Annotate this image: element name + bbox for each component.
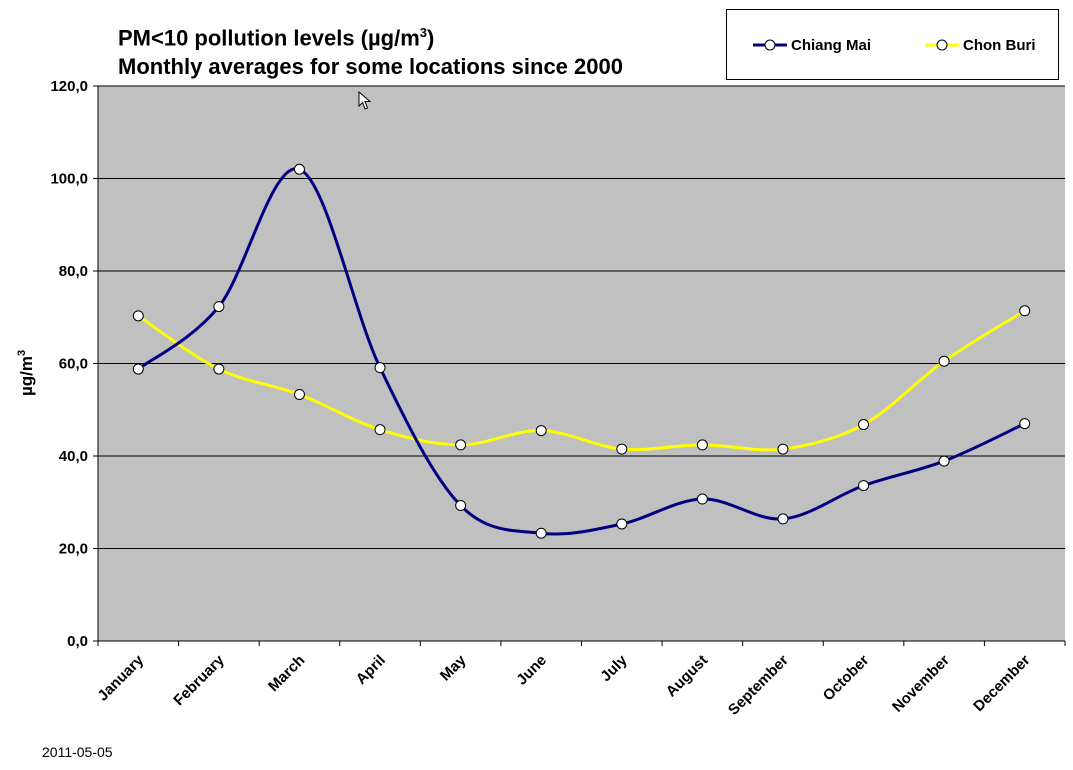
chart-title: PM<10 pollution levels (µg/m3) Monthly a… bbox=[118, 18, 623, 81]
data-point-chon-buri bbox=[696, 439, 708, 451]
y-tick-label: 80,0 bbox=[59, 263, 88, 280]
x-tick-label: September bbox=[725, 652, 792, 719]
y-tick-label: 60,0 bbox=[59, 356, 88, 373]
chart-title-line-1: PM<10 pollution levels (µg/m3) bbox=[118, 18, 623, 52]
y-tick-label: 0,0 bbox=[67, 633, 88, 650]
data-point-chon-buri bbox=[858, 419, 870, 431]
data-point-chiang-mai bbox=[374, 362, 386, 374]
data-point-chiang-mai bbox=[535, 527, 547, 539]
data-point-chiang-mai bbox=[132, 363, 144, 375]
y-axis-label-text: µg/m bbox=[17, 356, 36, 396]
data-point-chiang-mai bbox=[777, 513, 789, 525]
series-line-chon-buri bbox=[137, 309, 1026, 452]
y-tick-label: 20,0 bbox=[59, 541, 88, 558]
data-point-chon-buri bbox=[213, 363, 225, 375]
data-point-chon-buri bbox=[374, 424, 386, 436]
y-axis-label: µg/m3 bbox=[16, 350, 36, 396]
date-stamp: 2011-05-05 bbox=[42, 744, 113, 760]
x-tick-labels: January February March April May June July Augu… bbox=[94, 651, 1033, 718]
legend: Chiang Mai Chon Buri bbox=[726, 9, 1059, 80]
y-tick-label: 100,0 bbox=[50, 171, 88, 188]
title-superscript: 3 bbox=[419, 25, 428, 40]
chart-title-line-2: Monthly averages for some locations sinc… bbox=[118, 54, 623, 80]
legend-label-chon-buri: Chon Buri bbox=[963, 36, 1036, 54]
data-point-chiang-mai bbox=[293, 163, 305, 175]
x-tick-label: December bbox=[970, 652, 1033, 715]
axes bbox=[93, 85, 1066, 646]
series-lines bbox=[132, 163, 1031, 539]
x-tick-label: November bbox=[889, 652, 953, 716]
legend-label-chiang-mai: Chiang Mai bbox=[791, 36, 872, 54]
data-point-chon-buri bbox=[616, 443, 628, 455]
legend-item-chon-buri: Chon Buri bbox=[925, 34, 1036, 56]
title-text-end: ) bbox=[427, 25, 435, 51]
data-point-chon-buri bbox=[455, 439, 467, 451]
data-point-chon-buri bbox=[1019, 305, 1031, 317]
data-point-chon-buri bbox=[938, 355, 950, 367]
y-tick-label: 40,0 bbox=[59, 448, 88, 465]
x-tick-label: May bbox=[437, 651, 470, 684]
y-tick-label: 120,0 bbox=[50, 78, 88, 95]
data-point-chiang-mai bbox=[213, 301, 225, 313]
x-tick-label: February bbox=[170, 651, 228, 709]
x-tick-label: April bbox=[353, 652, 389, 688]
x-tick-label: October bbox=[820, 652, 873, 705]
data-point-chiang-mai bbox=[858, 480, 870, 492]
data-point-chon-buri bbox=[293, 388, 305, 400]
x-tick-label: March bbox=[265, 652, 308, 695]
data-point-chon-buri bbox=[535, 425, 547, 437]
y-axis-label-superscript: 3 bbox=[16, 350, 28, 356]
data-point-chon-buri bbox=[132, 310, 144, 322]
data-point-chiang-mai bbox=[938, 455, 950, 467]
x-tick-label: June bbox=[513, 652, 550, 689]
x-tick-label: July bbox=[597, 651, 631, 685]
gridlines bbox=[98, 85, 1065, 549]
legend-swatch-chiang-mai bbox=[753, 39, 787, 51]
data-point-chiang-mai bbox=[696, 493, 708, 505]
x-tick-label: August bbox=[663, 652, 712, 701]
y-tick-labels: 0,0 20,0 40,0 60,0 80,0 100,0 120,0 bbox=[50, 78, 88, 650]
mouse-cursor-icon bbox=[358, 91, 372, 110]
title-text: PM<10 pollution levels (µg/m bbox=[118, 25, 420, 51]
data-point-chiang-mai bbox=[1019, 418, 1031, 430]
data-point-chiang-mai bbox=[455, 499, 467, 511]
data-point-chon-buri bbox=[777, 443, 789, 455]
data-point-chiang-mai bbox=[616, 518, 628, 530]
legend-swatch-chon-buri bbox=[925, 39, 959, 51]
x-tick-label: January bbox=[94, 651, 147, 704]
legend-item-chiang-mai: Chiang Mai bbox=[753, 34, 871, 56]
